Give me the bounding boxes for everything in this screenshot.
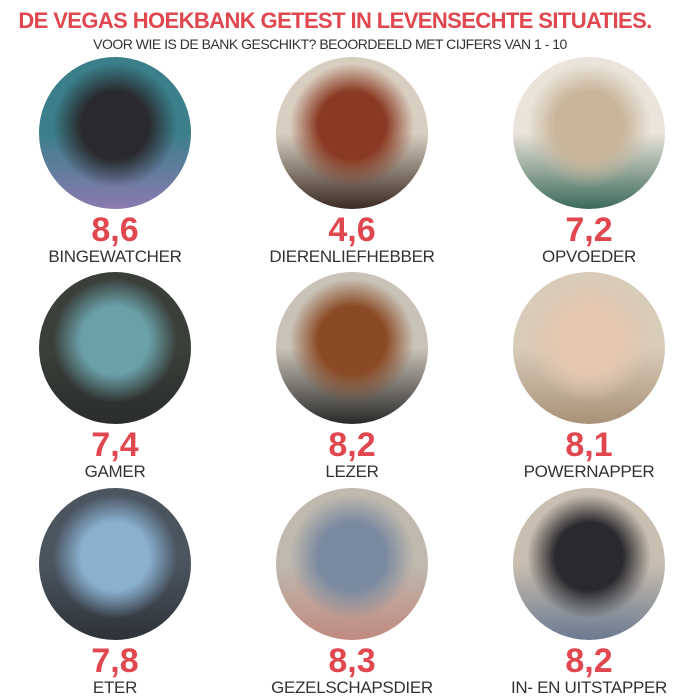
- rating-card: 8,1 POWERNAPPER: [469, 272, 700, 482]
- score: 8,1: [565, 426, 613, 464]
- rating-card: 7,4 GAMER: [0, 272, 235, 482]
- rating-card: 7,8 ETER: [0, 488, 235, 698]
- score: 7,4: [91, 426, 139, 464]
- rating-card: 8,2 LEZER: [232, 272, 472, 482]
- rating-card: 8,3 GEZELSCHAPSDIER: [232, 488, 472, 698]
- situation-label: OPVOEDER: [542, 247, 636, 266]
- situation-photo: [513, 272, 665, 424]
- score: 7,2: [565, 211, 613, 249]
- situation-photo: [513, 57, 665, 209]
- situation-photo: [276, 272, 428, 424]
- page-subtitle: VOOR WIE IS DE BANK GESCHIKT? BEOORDEELD…: [93, 36, 567, 52]
- rating-card: 4,6 DIERENLIEFHEBBER: [232, 57, 472, 267]
- situation-label: POWERNAPPER: [523, 462, 655, 481]
- situation-photo: [39, 57, 191, 209]
- rating-card: 7,2 OPVOEDER: [469, 57, 700, 267]
- situation-photo: [276, 488, 428, 640]
- score: 8,2: [565, 642, 613, 680]
- score: 7,8: [91, 642, 139, 680]
- situation-photo: [513, 488, 665, 640]
- score: 8,3: [328, 642, 376, 680]
- situation-photo: [39, 272, 191, 424]
- page-title: DE VEGAS HOEKBANK GETEST IN LEVENSECHTE …: [18, 8, 652, 33]
- situation-label: DIERENLIEFHEBBER: [269, 247, 435, 266]
- situation-label: GAMER: [84, 462, 146, 481]
- situation-label: ETER: [92, 678, 138, 697]
- rating-card: 8,2 IN- EN UITSTAPPER: [469, 488, 700, 698]
- score: 4,6: [328, 211, 376, 249]
- situation-photo: [39, 488, 191, 640]
- situation-photo: [276, 57, 428, 209]
- situation-label: LEZER: [325, 462, 379, 481]
- rating-card: 8,6 BINGEWATCHER: [0, 57, 235, 267]
- score: 8,2: [328, 426, 376, 464]
- situation-label: IN- EN UITSTAPPER: [510, 678, 668, 697]
- situation-label: BINGEWATCHER: [48, 247, 182, 266]
- situation-label: GEZELSCHAPSDIER: [271, 678, 433, 697]
- score: 8,6: [91, 211, 139, 249]
